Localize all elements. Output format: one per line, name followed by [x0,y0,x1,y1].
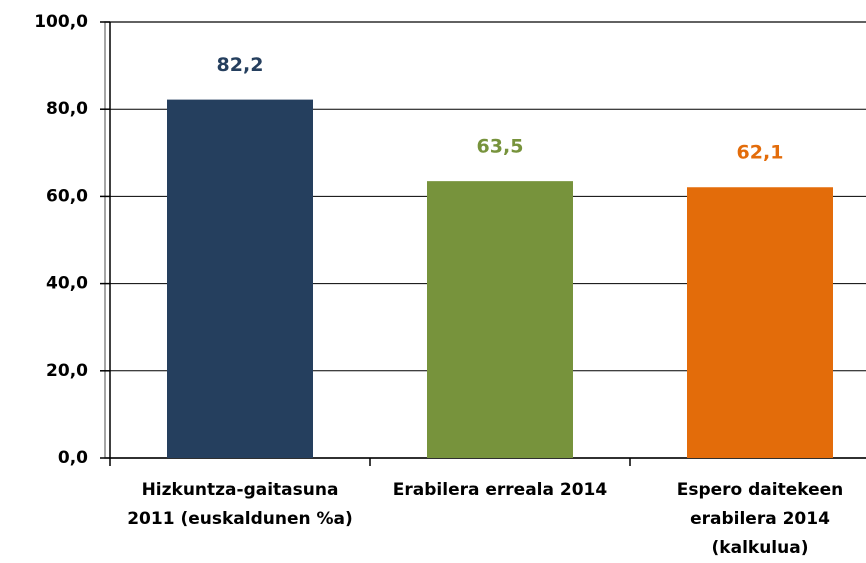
x-tick-label: Erabilera erreala 2014 [392,480,608,500]
y-tick-label: 20,0 [46,361,88,381]
y-tick-label: 60,0 [46,186,88,206]
x-tick-label: Hizkuntza-gaitasuna 2011 (euskaldunen %a… [127,480,353,529]
y-tick-label: 40,0 [46,274,88,294]
bar [167,99,313,458]
y-tick-label: 100,0 [34,12,88,32]
x-tick-label: Espero daitekeen erabilera 2014 (kalkulu… [676,480,844,558]
y-tick-label: 0,0 [58,448,88,468]
value-label: 82,2 [217,54,264,76]
value-label: 62,1 [737,142,784,164]
y-tick-label: 80,0 [46,99,88,119]
value-label: 63,5 [477,136,524,158]
bar [687,187,833,458]
bar [427,181,573,458]
